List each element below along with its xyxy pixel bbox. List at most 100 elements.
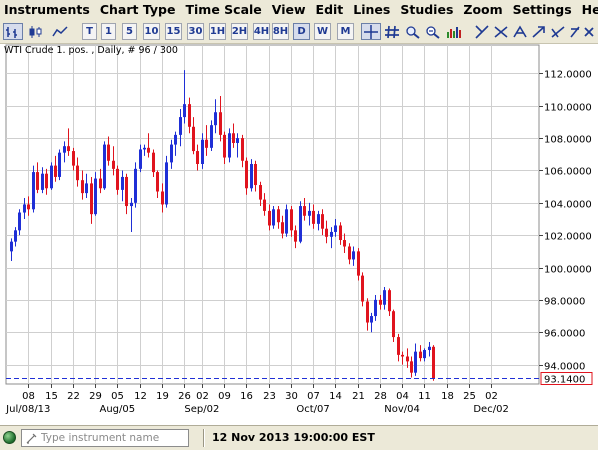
- line-chart-button[interactable]: [50, 23, 70, 40]
- menu-chart-type[interactable]: Chart Type: [99, 2, 176, 17]
- timescale-m[interactable]: M: [337, 23, 354, 40]
- draw-misc-button[interactable]: [568, 23, 582, 40]
- draw-arrow-button[interactable]: [530, 23, 548, 40]
- menu-time-scale[interactable]: Time Scale: [185, 2, 262, 17]
- draw-fib-icon: [513, 24, 527, 37]
- timescale-10[interactable]: 10: [143, 23, 160, 40]
- timescale-15[interactable]: 15: [165, 23, 182, 40]
- candle-up: [103, 144, 106, 189]
- y-tick-label: 106.0000: [544, 167, 592, 178]
- candle-up: [308, 210, 311, 216]
- candle-up: [272, 209, 275, 226]
- candle-down: [223, 134, 226, 158]
- x-month-label: Nov/04: [384, 404, 420, 415]
- candle-down: [379, 299, 382, 305]
- candle-down: [192, 126, 195, 152]
- candle-down: [72, 151, 75, 166]
- draw-line-button[interactable]: [473, 23, 491, 40]
- timescale-5[interactable]: 5: [122, 23, 137, 40]
- draw-text-button[interactable]: [549, 23, 567, 40]
- candle-up: [18, 212, 21, 231]
- menu-instruments[interactable]: Instruments: [4, 2, 90, 17]
- zoom-in-icon: [406, 25, 420, 39]
- menu-lines[interactable]: Lines: [353, 2, 391, 17]
- zoom-in-button[interactable]: [404, 23, 422, 40]
- candle-down: [125, 176, 128, 207]
- timescale-d[interactable]: D: [293, 23, 310, 40]
- draw-fib-button[interactable]: [511, 23, 529, 40]
- candle-down: [419, 351, 422, 359]
- candle-down: [388, 290, 391, 312]
- x-tick-label: 16: [240, 391, 253, 402]
- candle-down: [232, 133, 235, 143]
- x-tick-label: 11: [418, 391, 431, 402]
- candle-down: [259, 185, 262, 200]
- timescale-1[interactable]: 1: [101, 23, 116, 40]
- draw-line-icon: [475, 24, 489, 39]
- crosshair-icon: [364, 24, 378, 39]
- x-tick-label: 18: [441, 391, 454, 402]
- x-tick-label: 30: [285, 391, 298, 402]
- timescale-w[interactable]: W: [314, 23, 331, 40]
- candle-down: [36, 172, 39, 190]
- menu-zoom[interactable]: Zoom: [463, 2, 503, 17]
- candle-down: [281, 222, 284, 234]
- candlestick-button[interactable]: [26, 23, 46, 40]
- candle-down: [357, 251, 360, 276]
- timescale-30[interactable]: 30: [187, 23, 204, 40]
- candle-up: [130, 202, 133, 207]
- close-chart-button[interactable]: [583, 23, 595, 40]
- timescale-t[interactable]: T: [82, 23, 97, 40]
- candle-down: [81, 180, 84, 194]
- candle-up: [317, 214, 320, 224]
- candle-down: [161, 191, 164, 205]
- candlestick-icon: [29, 25, 42, 38]
- instrument-search-input[interactable]: [41, 431, 186, 445]
- candle-up: [121, 176, 124, 190]
- x-tick-label: 12: [134, 391, 147, 402]
- volume-button[interactable]: [445, 23, 463, 40]
- instrument-search-box[interactable]: [21, 429, 189, 447]
- candle-down: [188, 104, 191, 127]
- candle-down: [361, 275, 364, 302]
- line-chart-icon: [52, 25, 68, 36]
- candle-down: [76, 165, 79, 181]
- candle-down: [90, 183, 93, 215]
- zoom-out-button[interactable]: [424, 23, 442, 40]
- candle-down: [321, 214, 324, 229]
- menu-view[interactable]: View: [271, 2, 306, 17]
- price-chart[interactable]: 94.0000 96.0000 98.0000 100.0000 102.0000 104…: [0, 44, 598, 425]
- candle-down: [397, 337, 400, 355]
- toolbar: T 1 5 10 15 30 1H 2H 4H 8H D W M: [0, 19, 598, 44]
- candle-down: [107, 144, 110, 161]
- candle-down: [268, 210, 271, 226]
- draw-channel-button[interactable]: [492, 23, 510, 40]
- candle-down: [348, 246, 351, 260]
- timescale-8h[interactable]: 8H: [272, 23, 289, 40]
- timescale-2h[interactable]: 2H: [231, 23, 248, 40]
- candle-down: [410, 361, 413, 373]
- x-tick-label: 02: [196, 391, 209, 402]
- candle-up: [352, 251, 355, 260]
- y-tick-label: 112.0000: [544, 70, 592, 81]
- y-tick-label: 110.0000: [544, 103, 592, 114]
- x-month-label: Sep/02: [184, 404, 219, 415]
- bar-chart-button[interactable]: [3, 23, 23, 40]
- last-price-box: [540, 372, 593, 385]
- grid-button[interactable]: [383, 23, 401, 40]
- timescale-4h[interactable]: 4H: [253, 23, 270, 40]
- menu-settings[interactable]: Settings: [512, 2, 572, 17]
- candle-up: [334, 225, 337, 232]
- chart-title: WTI Crude 1. pos. , Daily, # 96 / 300: [4, 45, 178, 56]
- menu-edit[interactable]: Edit: [315, 2, 344, 17]
- crosshair-button[interactable]: [361, 23, 381, 40]
- candle-up: [383, 290, 386, 305]
- candle-up: [210, 125, 213, 148]
- menu-studies[interactable]: Studies: [400, 2, 454, 17]
- menu-help[interactable]: Help: [581, 2, 598, 17]
- timescale-1h[interactable]: 1H: [209, 23, 226, 40]
- candle-up: [50, 165, 53, 189]
- draw-text-icon: [551, 25, 565, 38]
- candle-down: [245, 160, 248, 189]
